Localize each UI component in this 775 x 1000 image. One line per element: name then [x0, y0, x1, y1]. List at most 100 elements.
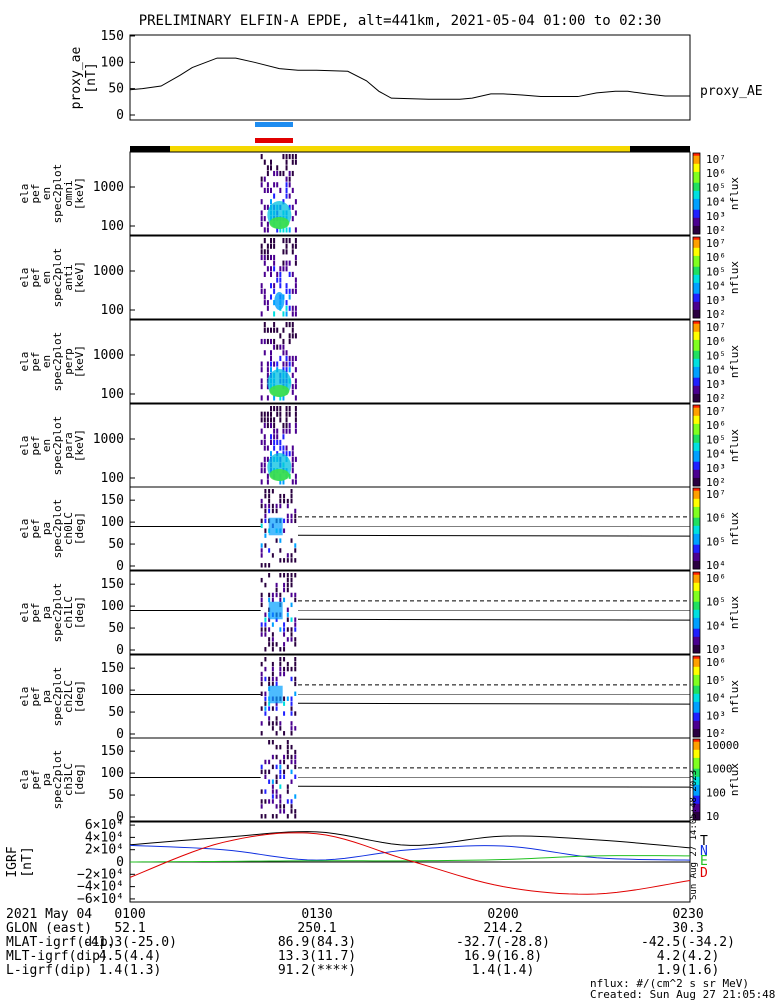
spectrogram-cell [271, 622, 274, 627]
energy-panel-label-line: ela [18, 352, 31, 372]
spectrogram-cell [263, 350, 266, 356]
spectrogram-cell [282, 338, 285, 345]
spectrogram-cell [275, 642, 278, 647]
spectrogram-cell [264, 627, 267, 632]
pa-panel-label-line: ch1LC [62, 596, 75, 629]
spectrogram-cell [270, 294, 272, 300]
spectrogram-cell [279, 809, 282, 814]
ytick-label: 150 [101, 744, 124, 759]
spectrogram-cell [263, 439, 266, 445]
spectrogram-cell [276, 165, 279, 171]
spectrogram-cell [294, 794, 297, 799]
spectrogram-cell [275, 592, 278, 598]
spectrogram-cell [283, 701, 286, 706]
spectrogram-cell [283, 804, 286, 809]
spectrogram-cell [294, 543, 297, 548]
spectrogram-cell [294, 260, 297, 266]
spectrogram-cell [263, 254, 266, 261]
pa-panel-label-line: spec2plot [51, 750, 64, 810]
spectrogram-cell [276, 344, 279, 350]
colorbar: 10⁷ 10⁶ 10⁵ 10⁴ nflux [692, 487, 741, 572]
spectrogram-cell [266, 187, 269, 193]
spectrogram-cell [286, 577, 289, 583]
row-label-mlt: MLT-igrf(dip) [6, 949, 108, 964]
spectrogram-cell [294, 711, 297, 716]
igrf-ytick-label: 2×10⁴ [85, 843, 124, 858]
spectrogram-cell [279, 784, 282, 789]
glon-0100: 52.1 [114, 921, 145, 936]
spectrogram-cell [286, 617, 289, 622]
ae-ylabel: proxy_ae [69, 47, 84, 110]
spectrogram-cell [285, 367, 288, 373]
spectrogram-cell [271, 676, 274, 682]
energy-panel-label-line: ela [18, 268, 31, 288]
row-label-date: 2021 May 04 [6, 907, 92, 922]
spectrogram-cell [260, 199, 263, 205]
colorbar-tick-label: 10⁴ [706, 364, 726, 377]
spectrogram-cell [288, 260, 291, 266]
igrf-ylabel-unit: [nT] [20, 846, 35, 877]
spectrogram-cell [288, 322, 291, 328]
pa-panel-label-line: pef [29, 603, 42, 623]
spectrogram-cell [260, 622, 263, 627]
spectrogram-cell [276, 411, 279, 417]
spectrogram-cell [260, 439, 263, 445]
spectrogram-cell [285, 193, 288, 199]
spectrogram-cell [294, 508, 297, 514]
igrf-ytick-label: −2×10⁴ [77, 867, 124, 882]
ytick-label: 150 [101, 661, 124, 676]
energy-panel-label-line: para [62, 432, 75, 459]
spectrogram-cell [268, 617, 271, 622]
spectrogram-cell [264, 543, 267, 548]
spectrogram-cell [268, 493, 271, 499]
spectrogram-cell [291, 468, 294, 474]
energy-panel-label-line: en [40, 187, 53, 200]
tick-time-0200: 0200 [487, 907, 518, 922]
spectrogram-cell [286, 518, 289, 524]
energy-panel-label-line: spec2plot [51, 248, 64, 308]
spectrogram-cell [290, 602, 293, 608]
spectrogram-cell [283, 518, 286, 524]
spectrogram-cell [266, 300, 269, 306]
spectrogram-cell [273, 254, 276, 261]
spectrogram-cell [271, 681, 274, 687]
spectrogram-cell [263, 288, 266, 294]
spectrogram-cell [260, 498, 263, 504]
spectrogram-cell [283, 774, 286, 779]
energy-panel-label-line: pef [29, 184, 42, 204]
ytick-label: 100 [101, 471, 124, 486]
spectrogram-cell [279, 406, 282, 412]
energy-panel-label-line: anti [62, 264, 75, 291]
spectrogram-cell [260, 243, 263, 249]
spectrogram-cell [279, 647, 282, 652]
spectrogram-cell [263, 322, 266, 328]
pa-panel-label-line: [deg] [73, 596, 86, 629]
spectrogram-cell [283, 582, 286, 588]
spectrogram-cell [260, 367, 263, 373]
pa-panel-label-line: [deg] [73, 512, 86, 545]
colorbar-tick-label: 10⁵ [706, 535, 726, 548]
spectrogram-cell [268, 592, 271, 598]
colorbar-tick-label: 10² [706, 308, 726, 321]
ytick-label: 50 [108, 788, 124, 803]
spectrogram-cell [288, 227, 291, 233]
spectrogram-cell [291, 271, 294, 277]
spectrogram-cell [260, 721, 263, 726]
spectrogram-cell [283, 498, 286, 504]
spectrogram-cell [290, 617, 293, 622]
spectrogram-cell [283, 558, 286, 563]
ytick-label: 100 [101, 683, 124, 698]
spectrogram-cell [282, 238, 285, 244]
spectrogram-cell [279, 671, 282, 677]
spectrogram-cell [285, 305, 288, 311]
spectrogram-cell [285, 411, 288, 417]
time-axis-table: 2021 May 04 GLON (east) MLAT-igrf(dip) M… [6, 907, 735, 978]
spectrogram-cell [283, 666, 286, 672]
spectrogram-cell [276, 434, 279, 440]
spectrogram-cell [294, 774, 297, 779]
spectrogram-cell [264, 612, 267, 617]
spectrogram-cell [263, 300, 266, 306]
igrf-series-D [129, 832, 691, 895]
spectrogram-cell [264, 508, 267, 514]
